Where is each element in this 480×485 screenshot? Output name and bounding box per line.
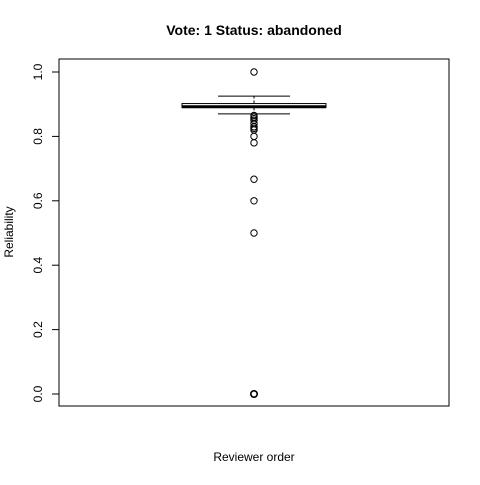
y-tick-label: 0.2 [31,321,45,338]
y-tick-label: 1.0 [31,63,45,80]
y-tick-label: 0.4 [31,257,45,274]
x-axis-label: Reviewer order [213,450,294,464]
y-axis-label: Reliability [2,206,16,257]
y-tick-label: 0.8 [31,128,45,145]
y-tick-label: 0.0 [31,385,45,402]
y-tick-label: 0.6 [31,192,45,209]
chart-title: Vote: 1 Status: abandoned [166,22,342,38]
